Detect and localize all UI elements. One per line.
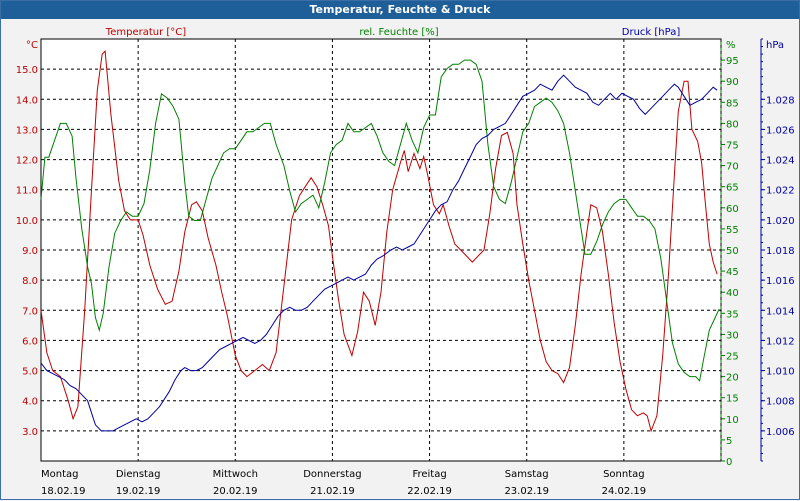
humidity-tick-label: 85 xyxy=(726,98,739,109)
x-tick-date: 20.02.19 xyxy=(213,486,258,497)
x-tick-date: 21.02.19 xyxy=(310,486,355,497)
humidity-tick-label: 90 xyxy=(726,77,739,88)
temperature-tick-label: 3.0 xyxy=(22,427,38,438)
x-tick-weekday: Donnerstag xyxy=(303,469,361,480)
tick-labels: Montag 18.02.19 Dienstag 19.02.19 Mittwoch 20… xyxy=(16,56,795,497)
x-tick-weekday: Sonntag xyxy=(603,469,645,480)
humidity-tick-label: 60 xyxy=(726,204,739,215)
humidity-tick-label: 25 xyxy=(726,352,739,363)
humidity-tick-label: 80 xyxy=(726,119,739,130)
x-tick-date: 23.02.19 xyxy=(504,486,549,497)
humidity-line xyxy=(40,59,720,382)
temperature-tick-label: 10.0 xyxy=(16,216,38,227)
humidity-axis-title: rel. Feuchte [%] xyxy=(359,27,438,38)
temperature-tick-label: 7.0 xyxy=(22,306,38,317)
temperature-tick-label: 9.0 xyxy=(22,246,38,257)
humidity-tick-label: 0 xyxy=(726,457,732,468)
humidity-tick-label: 40 xyxy=(726,288,739,299)
pressure-tick-label: 1.014 xyxy=(766,306,795,317)
x-tick-weekday: Montag xyxy=(41,469,78,480)
pressure-tick-label: 1.016 xyxy=(766,276,795,287)
temperature-tick-label: 11.0 xyxy=(16,186,38,197)
temperature-tick-label: 8.0 xyxy=(22,276,38,287)
humidity-tick-label: 65 xyxy=(726,183,739,194)
temperature-unit: °C xyxy=(26,40,38,51)
pressure-line xyxy=(40,74,718,432)
x-tick-date: 18.02.19 xyxy=(41,486,86,497)
pressure-tick-label: 1.006 xyxy=(766,427,795,438)
x-tick-date: 19.02.19 xyxy=(116,486,161,497)
pressure-tick-label: 1.024 xyxy=(766,156,795,167)
x-tick-weekday: Freitag xyxy=(412,469,446,480)
x-tick-weekday: Samstag xyxy=(505,469,549,480)
pressure-tick-label: 1.020 xyxy=(766,216,795,227)
humidity-tick-label: 55 xyxy=(726,225,739,236)
humidity-unit: % xyxy=(726,40,736,51)
pressure-tick-label: 1.022 xyxy=(766,186,795,197)
temperature-tick-label: 12.0 xyxy=(16,156,38,167)
humidity-tick-label: 5 xyxy=(726,436,732,447)
temperature-axis-title: Temperatur [°C] xyxy=(105,27,186,38)
pressure-tick-label: 1.012 xyxy=(766,336,795,347)
x-tick-date: 22.02.19 xyxy=(407,486,452,497)
temperature-tick-label: 4.0 xyxy=(22,397,38,408)
humidity-tick-label: 70 xyxy=(726,162,739,173)
series-lines xyxy=(40,49,720,433)
humidity-tick-label: 35 xyxy=(726,309,739,320)
axis-labels: °C% hPa Temperatur [°C] rel. Feuchte [%] Dru… xyxy=(26,27,784,51)
pressure-unit: hPa xyxy=(766,40,784,51)
window-title: Temperatur, Feuchte & Druck xyxy=(1,1,799,19)
temperature-tick-label: 5.0 xyxy=(22,367,38,378)
humidity-tick-label: 15 xyxy=(726,394,739,405)
x-tick-weekday: Dienstag xyxy=(116,469,161,480)
pressure-tick-label: 1.018 xyxy=(766,246,795,257)
x-tick-weekday: Mittwoch xyxy=(213,469,258,480)
pressure-axis-title: Druck [hPa] xyxy=(622,27,681,38)
humidity-tick-label: 75 xyxy=(726,141,739,152)
grid-lines xyxy=(41,39,722,461)
temperature-tick-label: 6.0 xyxy=(22,336,38,347)
pressure-tick-label: 1.028 xyxy=(766,95,795,106)
temperature-tick-label: 13.0 xyxy=(16,125,38,136)
humidity-tick-label: 50 xyxy=(726,246,739,257)
humidity-tick-label: 30 xyxy=(726,330,739,341)
temperature-line xyxy=(40,49,718,433)
humidity-tick-label: 45 xyxy=(726,267,739,278)
pressure-tick-label: 1.010 xyxy=(766,367,795,378)
temperature-tick-label: 14.0 xyxy=(16,95,38,106)
humidity-tick-label: 10 xyxy=(726,415,739,426)
pressure-tick-label: 1.026 xyxy=(766,125,795,136)
pressure-tick-label: 1.008 xyxy=(766,397,795,408)
x-tick-date: 24.02.19 xyxy=(602,486,647,497)
humidity-tick-label: 20 xyxy=(726,373,739,384)
temperature-tick-label: 15.0 xyxy=(16,65,38,76)
humidity-tick-label: 95 xyxy=(726,56,739,67)
